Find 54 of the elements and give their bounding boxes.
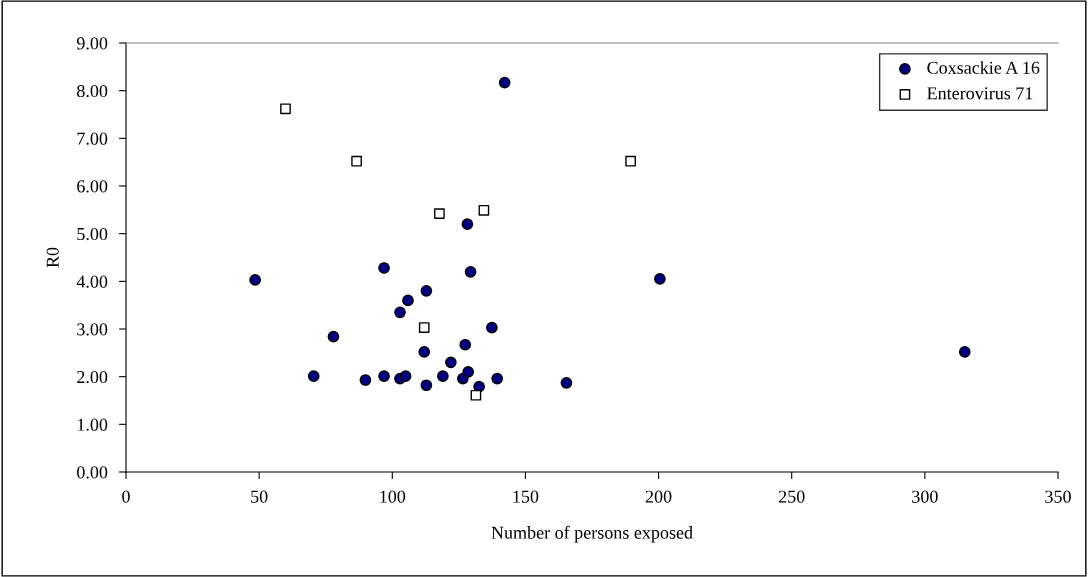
x-tick-label: 50 — [251, 490, 268, 503]
point — [459, 338, 472, 351]
y-tick-label: 3.00 — [77, 323, 108, 336]
legend-label: Coxsackie A 16 — [927, 61, 1040, 74]
point — [464, 265, 477, 278]
y-tick-label: 8.00 — [77, 84, 108, 98]
x-tick-label: 100 — [380, 490, 406, 503]
y-tick-label: 2.00 — [77, 370, 108, 384]
point — [491, 372, 504, 385]
point — [307, 370, 320, 383]
point — [473, 380, 485, 393]
point — [280, 103, 291, 115]
point — [420, 285, 433, 297]
point — [560, 377, 573, 389]
y-axis-title: R0 — [46, 247, 59, 268]
point — [654, 273, 666, 285]
x-axis-title: Number of persons exposed — [491, 525, 693, 543]
y-tick-label: 1.00 — [77, 418, 108, 431]
point — [399, 370, 412, 383]
x-tick-label: 0 — [122, 490, 130, 503]
point — [625, 155, 636, 167]
point — [478, 204, 490, 216]
y-tick-label: 6.00 — [77, 180, 108, 193]
x-tick-label: 250 — [778, 490, 805, 503]
point — [470, 389, 482, 401]
y-tick-label: 7.00 — [77, 132, 108, 145]
y-tick-label: 4.00 — [76, 275, 108, 288]
legend-label: Enterovirus 71 — [927, 87, 1033, 100]
point — [394, 306, 406, 319]
point — [420, 379, 433, 392]
point — [418, 346, 431, 358]
point — [958, 346, 971, 358]
point — [462, 366, 475, 378]
point — [437, 370, 449, 383]
point — [249, 274, 261, 286]
point — [378, 262, 390, 274]
y-tick-label: 5.00 — [77, 227, 108, 241]
point — [402, 294, 414, 307]
y-tick-label: 0.00 — [77, 466, 108, 479]
y-tick-label: 9.00 — [76, 37, 108, 50]
x-tick-label: 150 — [513, 490, 539, 503]
x-tick-label: 350 — [1045, 490, 1071, 503]
point — [351, 155, 362, 167]
x-tick-label: 200 — [645, 490, 672, 503]
point — [359, 374, 372, 386]
point — [461, 218, 474, 230]
point — [434, 208, 445, 220]
x-tick-label: 300 — [912, 490, 938, 503]
point — [418, 322, 430, 333]
point — [445, 356, 457, 369]
point — [498, 76, 511, 89]
point — [378, 370, 390, 383]
point — [486, 321, 498, 334]
point — [327, 330, 340, 343]
